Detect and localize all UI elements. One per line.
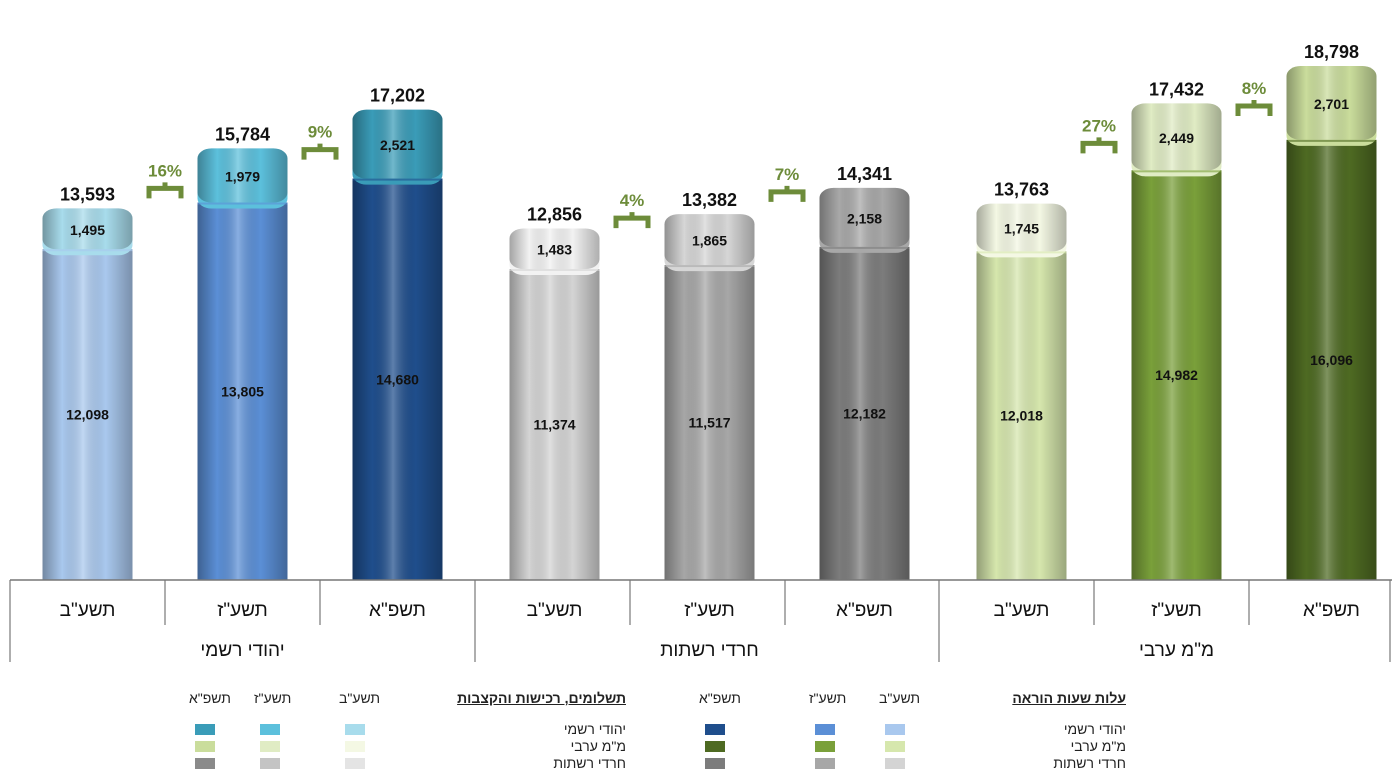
growth-label: 9% (308, 123, 333, 142)
data-label-top: 1,979 (225, 168, 260, 184)
legend-row-label: יהודי רשמי (563, 721, 626, 737)
legend-swatch (885, 758, 905, 769)
legend-swatch (345, 758, 365, 769)
data-label-base: 11,374 (533, 416, 575, 432)
legend-swatch (705, 758, 725, 769)
legend-column-header: תשע"ז (254, 690, 292, 706)
data-label-base: 16,096 (1310, 352, 1353, 368)
data-label-top: 1,483 (537, 242, 572, 258)
legend-swatch (195, 741, 215, 752)
legend-swatch (195, 724, 215, 735)
x-category-label: יהודי רשמי (200, 640, 284, 661)
growth-bracket (768, 185, 806, 202)
legend-swatch (885, 741, 905, 752)
growth-bracket (1235, 100, 1273, 117)
data-label-top: 2,449 (1159, 130, 1194, 146)
legend-row-label: יהודי רשמי (1063, 721, 1126, 737)
x-tick-label: תשפ"א (836, 600, 893, 621)
x-tick-label: תשע"ז (217, 600, 268, 621)
data-label-base: 13,805 (221, 383, 264, 399)
data-label-base: 14,982 (1155, 367, 1198, 383)
growth-bracket (1080, 137, 1118, 154)
legend-swatch (885, 724, 905, 735)
data-label-total: 17,432 (1149, 79, 1204, 99)
data-label-top: 2,701 (1314, 96, 1349, 112)
legend-swatch (260, 758, 280, 769)
growth-bracket (301, 143, 339, 160)
data-label-base: 12,098 (66, 407, 109, 423)
x-tick-label: תשע"ז (1151, 600, 1202, 621)
data-label-total: 18,798 (1304, 42, 1359, 62)
legend-row-label: חרדי רשתות (553, 755, 626, 771)
data-label-top: 1,745 (1004, 221, 1039, 237)
growth-label: 16% (148, 161, 182, 180)
legend-row-label: מ"מ ערבי (1070, 738, 1126, 754)
legend-swatch (705, 724, 725, 735)
legend-title: תשלומים, רכישות והקצבות (457, 690, 626, 706)
stacked-bar-chart: 12,098 1,495 13,593 תשע"ב 13,805 1,979 15,784 ת… (9, 42, 1392, 662)
data-label-total: 13,763 (994, 180, 1049, 200)
legend-swatch (345, 724, 365, 735)
legend-title: עלות שעות הוראה (1012, 690, 1126, 706)
growth-label: 8% (1242, 79, 1267, 98)
x-tick-label: תשע"ב (60, 600, 116, 621)
legend-row-label: חרדי רשתות (1053, 755, 1126, 771)
x-tick-label: תשע"ז (684, 600, 735, 621)
legend-swatch (815, 758, 835, 769)
x-category-label: חרדי רשתות (660, 640, 759, 661)
x-tick-label: תשפ"א (369, 600, 426, 621)
growth-bracket (146, 182, 184, 199)
growth-label: 4% (620, 191, 645, 210)
legend-swatch (815, 741, 835, 752)
legend-column-header: תשע"ב (339, 690, 381, 706)
growth-bracket (613, 212, 651, 229)
legend-teaching-hours: עלות שעות הוראה תשע"ב תשע"ז תשפ"א יהודי רשמ… (699, 688, 1130, 783)
growth-label: 27% (1082, 116, 1116, 135)
data-label-top: 2,158 (847, 210, 882, 226)
data-label-base: 14,680 (376, 371, 419, 387)
data-label-base: 12,182 (843, 405, 886, 421)
data-label-top: 1,495 (70, 222, 105, 238)
data-label-total: 13,382 (682, 190, 737, 210)
data-label-base: 11,517 (688, 415, 730, 431)
legend-payments: תשלומים, רכישות והקצבות תשע"ב תשע"ז תשפ"א י… (165, 688, 630, 783)
data-label-base: 12,018 (1000, 408, 1043, 424)
data-label-top: 2,521 (380, 137, 415, 153)
data-label-top: 1,865 (692, 233, 727, 249)
data-label-total: 12,856 (527, 204, 582, 224)
x-tick-label: תשפ"א (1303, 600, 1360, 621)
data-label-total: 13,593 (60, 184, 115, 204)
x-tick-label: תשע"ב (994, 600, 1050, 621)
legend-column-header: תשע"ב (879, 690, 921, 706)
legend-swatch (345, 741, 365, 752)
legend-swatch (260, 741, 280, 752)
data-label-total: 14,341 (837, 164, 892, 184)
data-label-total: 17,202 (370, 86, 425, 106)
legend-column-header: תשפ"א (189, 690, 231, 706)
x-category-label: מ"מ ערבי (1139, 640, 1214, 661)
legend-column-header: תשע"ז (809, 690, 847, 706)
x-tick-label: תשע"ב (527, 600, 583, 621)
growth-label: 7% (775, 165, 800, 184)
legend-swatch (815, 724, 835, 735)
legend-swatch (195, 758, 215, 769)
legend-column-header: תשפ"א (699, 690, 741, 706)
legend-swatch (705, 741, 725, 752)
legend-swatch (260, 724, 280, 735)
data-label-total: 15,784 (215, 124, 270, 144)
legend-row-label: מ"מ ערבי (570, 738, 626, 754)
